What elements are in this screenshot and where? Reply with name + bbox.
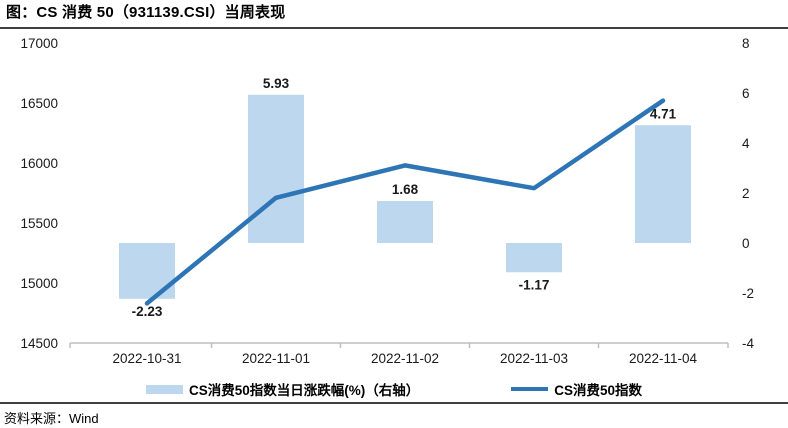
bar [377,201,433,243]
x-axis-label: 2022-11-01 [242,351,310,366]
bar-value-label: 1.68 [392,182,419,197]
bar-value-label: -2.23 [132,304,163,319]
bar-value-label: 5.93 [263,76,290,91]
left-axis-tick-label: 16500 [20,96,58,111]
legend-item-line-series: CS消费50指数 [511,379,642,399]
bar-series-swatch [145,384,183,394]
legend-item-bar-series: CS消费50指数当日涨跌幅(%)（右轴） [145,379,420,399]
line-series [144,98,666,306]
bottom-divider [0,402,788,404]
line-series-swatch [511,387,549,391]
legend-label-bar-series: CS消费50指数当日涨跌幅(%)（右轴） [188,383,420,398]
bar [248,94,304,243]
bar [119,243,175,299]
bar [506,243,562,273]
right-axis-tick-label: 8 [742,36,750,51]
x-axis-label: 2022-10-31 [112,351,181,366]
x-axis-label: 2022-11-02 [371,351,439,366]
figure-title-bar: 图：CS 消费 50（931139.CSI）当周表现 [0,0,788,29]
right-axis-tick-label: 4 [742,136,750,151]
figure-title: 图：CS 消费 50（931139.CSI）当周表现 [6,4,286,21]
combo-chart: 17000 16500 16000 15500 15000 14500 8 6 4 2 0 -2 -4 2… [20,36,754,366]
left-axis-tick-label: 16000 [20,156,58,171]
x-axis-label: 2022-11-03 [500,351,568,366]
legend-label-line-series: CS消费50指数 [554,383,643,398]
bar-value-label: 4.71 [650,106,677,121]
x-axis-label: 2022-11-04 [629,351,698,366]
chart-legend: CS消费50指数当日涨跌幅(%)（右轴） CS消费50指数 [0,380,788,398]
right-axis-tick-label: -2 [742,286,754,301]
left-axis-tick-label: 14500 [20,336,58,351]
bar-value-label: -1.17 [519,277,550,292]
right-axis-tick-label: -4 [742,336,754,351]
right-axis-tick-label: 6 [742,86,750,101]
left-axis-tick-label: 17000 [20,36,58,51]
data-source: 资料来源：Wind [4,411,99,426]
right-axis-tick-label: 0 [742,236,750,251]
bar [635,125,691,243]
left-axis-tick-label: 15500 [20,216,58,231]
right-axis-tick-label: 2 [742,186,750,201]
left-axis-tick-label: 15000 [20,276,58,291]
